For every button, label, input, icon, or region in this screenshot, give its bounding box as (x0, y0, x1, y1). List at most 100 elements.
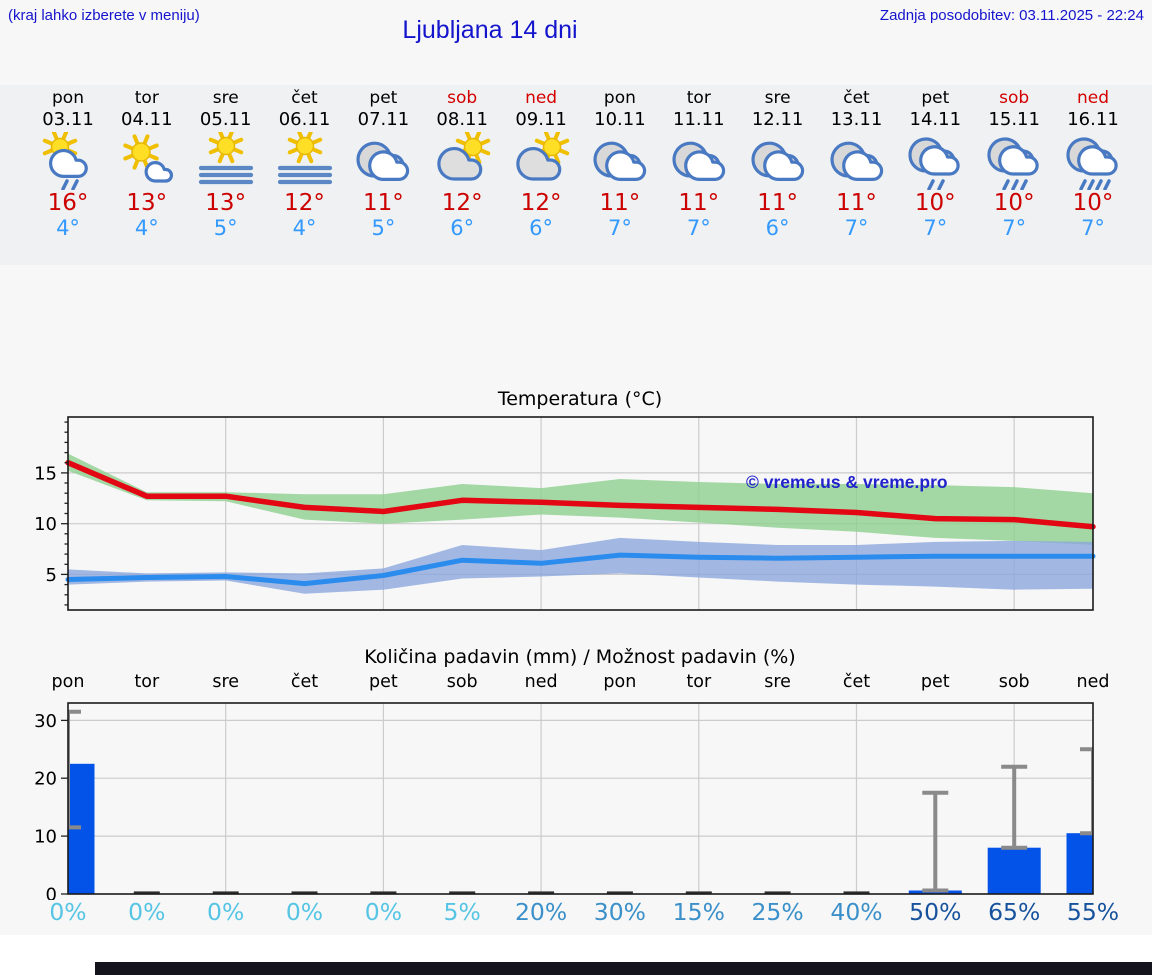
sun-behind-cloud-icon (414, 132, 510, 190)
day-tmax: 13° (205, 190, 247, 216)
day-name: čet (843, 88, 870, 108)
day-name: sob (999, 88, 1030, 108)
day-tmax: 12° (520, 190, 562, 216)
precip-day-label: sre (212, 672, 240, 692)
day-strip-background (0, 85, 1152, 265)
day-tmax: 11° (678, 190, 720, 216)
zero-precip-dash (764, 891, 791, 894)
day-column: čet 06.11 12° 4° (257, 88, 353, 241)
sun-behind-cloud-icon (493, 132, 589, 190)
precip-whisker (1001, 764, 1028, 850)
pop-percent-label: 15% (672, 898, 725, 926)
pop-percent-label: 0% (207, 898, 245, 926)
last-update-text: Zadnja posodobitev: 03.11.2025 - 22:24 (879, 7, 1144, 24)
precip-day-label: tor (686, 672, 712, 692)
y-tick-label: 15 (34, 463, 57, 484)
pop-percent-label: 5% (443, 898, 481, 926)
day-tmax: 10° (914, 190, 956, 216)
pop-percent-label: 0% (285, 898, 324, 926)
day-tmin: 5° (371, 216, 396, 240)
day-date: 06.11 (278, 109, 331, 130)
precip-day-label: sre (764, 672, 791, 692)
day-column: čet 13.11 11° 7° (809, 88, 905, 241)
day-column: ned 16.11 10° 7° (1045, 88, 1141, 241)
day-tmax: 16° (47, 190, 89, 216)
day-name: sob (447, 88, 478, 108)
day-tmin: 7° (607, 216, 632, 240)
zero-precip-dash (606, 891, 633, 894)
day-date: 16.11 (1067, 109, 1119, 130)
temperature-chart-title: Temperatura (°C) (497, 388, 663, 410)
precip-day-label: ned (1076, 672, 1110, 692)
precip-day-label: pon (51, 672, 85, 692)
precip-day-label: pet (920, 672, 950, 692)
cloud-rain-light-icon (887, 132, 983, 190)
day-column: sre 05.11 13° 5° (178, 88, 274, 241)
day-tmin: 7° (1081, 216, 1105, 240)
sun-fog-icon (178, 132, 274, 190)
day-tmin: 6° (529, 216, 554, 240)
day-name: pon (603, 88, 636, 108)
pop-percent-label: 0% (49, 898, 87, 926)
day-name: čet (291, 88, 318, 108)
precipitation-chart-title: Količina padavin (mm) / Možnost padavin … (364, 646, 796, 668)
watermark: © vreme.us & vreme.pro (746, 472, 948, 492)
pop-percent-label: 55% (1066, 898, 1120, 926)
zero-precip-dash (212, 891, 239, 894)
day-date: 07.11 (357, 109, 410, 130)
precipitation-chart: 0 10 20 30 (34, 702, 1094, 901)
y-tick-label: 10 (34, 827, 57, 848)
day-tmin: 5° (213, 216, 238, 240)
zero-precip-dash (685, 891, 712, 894)
day-tmin: 7° (923, 216, 948, 240)
day-column: tor 11.11 11° 7° (651, 88, 747, 241)
day-column: ned 09.11 12° 6° (493, 88, 589, 241)
day-tmax: 12° (284, 190, 325, 216)
precip-day-label: tor (134, 672, 160, 692)
precip-day-label: pon (603, 672, 637, 692)
precip-day-label: čet (290, 672, 319, 692)
day-tmax: 12° (441, 190, 483, 216)
temperature-chart: 5 10 15 © vreme.us & vreme.pro (34, 416, 1096, 611)
precip-bar (987, 847, 1041, 894)
cloudy-icon (335, 132, 431, 190)
menu-hint-text: (kraj lahko izberete v meniju) (8, 7, 200, 24)
precip-day-label: sob (998, 672, 1030, 692)
max-range-band (68, 453, 1093, 545)
day-date: 04.11 (121, 109, 173, 130)
day-tmax: 11° (836, 190, 877, 216)
day-column: pet 14.11 10° 7° (887, 88, 983, 241)
cloud-rain-icon (966, 132, 1062, 190)
y-tick-label: 30 (34, 711, 57, 732)
precip-probability-row: 0% 0% 0% 0% 0% 5% 20% 30% 15% 25% 40% 50% 65% 55% (0, 898, 1152, 930)
precip-day-label: pet (369, 672, 398, 692)
day-date: 09.11 (515, 109, 567, 130)
day-tmin: 6° (450, 216, 475, 240)
pop-percent-label: 40% (830, 898, 883, 926)
day-tmax: 10° (1072, 190, 1114, 216)
precip-bar (1066, 833, 1093, 894)
day-column: pet 07.11 11° 5° (335, 88, 431, 241)
pop-percent-label: 20% (514, 898, 568, 926)
y-tick-label: 0 (46, 885, 57, 901)
precip-whisker (68, 709, 81, 830)
day-tmin: 4° (56, 216, 80, 240)
zero-precip-dash (370, 891, 397, 894)
min-range-band (68, 537, 1093, 594)
bottom-dark-bar (95, 962, 1152, 975)
day-name: pon (52, 88, 84, 108)
precip-day-label: sob (446, 672, 478, 692)
day-tmax: 13° (126, 190, 168, 216)
cloudy-icon (651, 132, 747, 190)
y-tick-label: 5 (46, 565, 57, 586)
precip-day-label: čet (842, 672, 871, 692)
day-column: sob 15.11 10° 7° (966, 88, 1062, 241)
day-tmax: 11° (757, 190, 798, 216)
day-name: tor (686, 88, 711, 108)
pop-percent-label: 50% (909, 898, 962, 926)
cloudy-icon (730, 132, 826, 190)
day-name: tor (134, 88, 159, 108)
zero-precip-dash (528, 891, 555, 894)
zero-precip-dash (291, 891, 318, 894)
